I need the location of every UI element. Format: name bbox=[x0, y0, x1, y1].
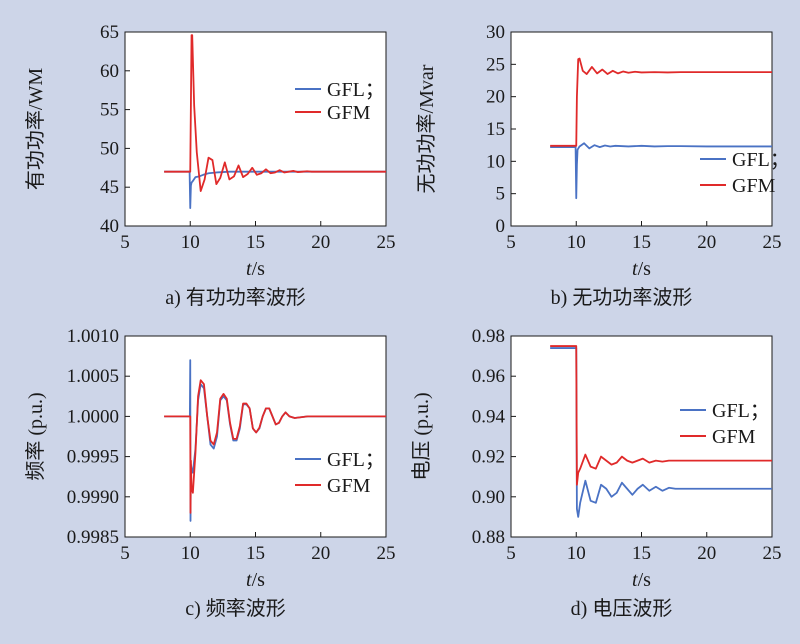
y-tick-label: 15 bbox=[486, 119, 505, 140]
x-tick-label: 10 bbox=[181, 543, 200, 564]
legend-label: GFM bbox=[712, 426, 756, 448]
x-tick-label: 5 bbox=[506, 543, 516, 564]
x-axis-label: t/s bbox=[632, 569, 651, 591]
y-tick-label: 0.94 bbox=[472, 406, 506, 427]
chart-caption: d) 电压波形 bbox=[571, 597, 673, 620]
y-tick-label: 45 bbox=[100, 177, 119, 198]
series-line-gfl bbox=[550, 142, 772, 200]
x-tick-label: 5 bbox=[120, 543, 130, 564]
y-tick-label: 10 bbox=[486, 151, 505, 172]
x-tick-label: 25 bbox=[763, 232, 782, 253]
y-tick-label: 1.0000 bbox=[67, 406, 119, 427]
x-axis-label: t/s bbox=[246, 569, 265, 591]
chart-caption: b) 无功功率波形 bbox=[551, 286, 693, 309]
x-tick-label: 20 bbox=[311, 543, 330, 564]
x-tick-label: 15 bbox=[246, 543, 265, 564]
y-tick-label: 65 bbox=[100, 22, 119, 43]
y-tick-label: 0.88 bbox=[472, 527, 505, 548]
x-tick-label: 25 bbox=[377, 543, 396, 564]
series-line-gfm bbox=[164, 379, 386, 514]
x-tick-label: 10 bbox=[567, 543, 586, 564]
x-tick-label: 20 bbox=[697, 232, 716, 253]
legend-label: GFL； bbox=[712, 400, 770, 422]
x-axis-label: t/s bbox=[632, 258, 651, 280]
y-tick-label: 50 bbox=[100, 138, 119, 159]
x-tick-label: 15 bbox=[632, 232, 651, 253]
y-axis-label: 电压 (p.u.) bbox=[410, 392, 433, 480]
y-tick-label: 5 bbox=[496, 184, 506, 205]
legend-label: GFM bbox=[732, 175, 776, 197]
chart-caption: c) 频率波形 bbox=[185, 597, 286, 620]
series-line-gfm bbox=[550, 57, 772, 147]
y-axis-label: 无功功率/Mvar bbox=[415, 64, 438, 193]
series-line-gfl bbox=[550, 347, 772, 518]
y-tick-label: 1.0010 bbox=[67, 326, 119, 347]
y-tick-label: 40 bbox=[100, 216, 119, 237]
x-tick-label: 5 bbox=[506, 232, 516, 253]
y-tick-label: 0.9985 bbox=[67, 527, 119, 548]
x-tick-label: 25 bbox=[763, 543, 782, 564]
legend-label: GFL； bbox=[327, 79, 385, 101]
x-tick-label: 5 bbox=[120, 232, 130, 253]
y-tick-label: 0.90 bbox=[472, 487, 505, 508]
legend-label: GFL； bbox=[732, 149, 790, 171]
plot-area bbox=[124, 335, 387, 538]
x-axis-label: t/s bbox=[246, 258, 265, 280]
y-axis-label: 有功功率/WM bbox=[24, 68, 47, 190]
y-tick-label: 60 bbox=[100, 61, 119, 82]
chart-panel-4: 5 10 15 20 25 0.88 0.90 0.92 0.94 0.96 0.98 t/s 电压 (… bbox=[410, 326, 782, 620]
x-tick-label: 10 bbox=[567, 232, 586, 253]
legend-label: GFM bbox=[327, 475, 371, 497]
y-tick-label: 0.9995 bbox=[67, 447, 119, 468]
plot-area bbox=[510, 31, 773, 227]
series-line-gfm bbox=[164, 34, 386, 192]
x-tick-label: 20 bbox=[311, 232, 330, 253]
chart-caption: a) 有功功率波形 bbox=[165, 286, 306, 309]
y-tick-label: 1.0005 bbox=[67, 366, 119, 387]
x-tick-label: 15 bbox=[246, 232, 265, 253]
y-axis-label: 频率 (p.u.) bbox=[24, 392, 47, 480]
y-tick-label: 0.92 bbox=[472, 447, 505, 468]
y-tick-label: 0 bbox=[496, 216, 506, 237]
legend-label: GFM bbox=[327, 102, 371, 124]
y-tick-label: 0.98 bbox=[472, 326, 505, 347]
y-tick-label: 0.9990 bbox=[67, 487, 119, 508]
plot-area bbox=[124, 31, 387, 227]
y-tick-label: 30 bbox=[486, 22, 505, 43]
x-tick-label: 10 bbox=[181, 232, 200, 253]
y-tick-label: 55 bbox=[100, 100, 119, 121]
x-tick-label: 25 bbox=[377, 232, 396, 253]
y-tick-label: 0.96 bbox=[472, 366, 505, 387]
x-tick-label: 15 bbox=[632, 543, 651, 564]
chart-panel-1: 5 10 15 20 25 40 45 50 55 60 65 t/s 有功功率/WM a) 有功功率波形… bbox=[24, 22, 396, 309]
series-line-gfm bbox=[550, 345, 772, 486]
y-tick-label: 25 bbox=[486, 54, 505, 75]
chart-panel-3: 5 10 15 20 25 0.9985 0.9990 0.9995 1.0000 1.0005 1… bbox=[24, 326, 396, 620]
legend-label: GFL； bbox=[327, 449, 385, 471]
x-tick-label: 20 bbox=[697, 543, 716, 564]
y-tick-label: 20 bbox=[486, 87, 505, 108]
